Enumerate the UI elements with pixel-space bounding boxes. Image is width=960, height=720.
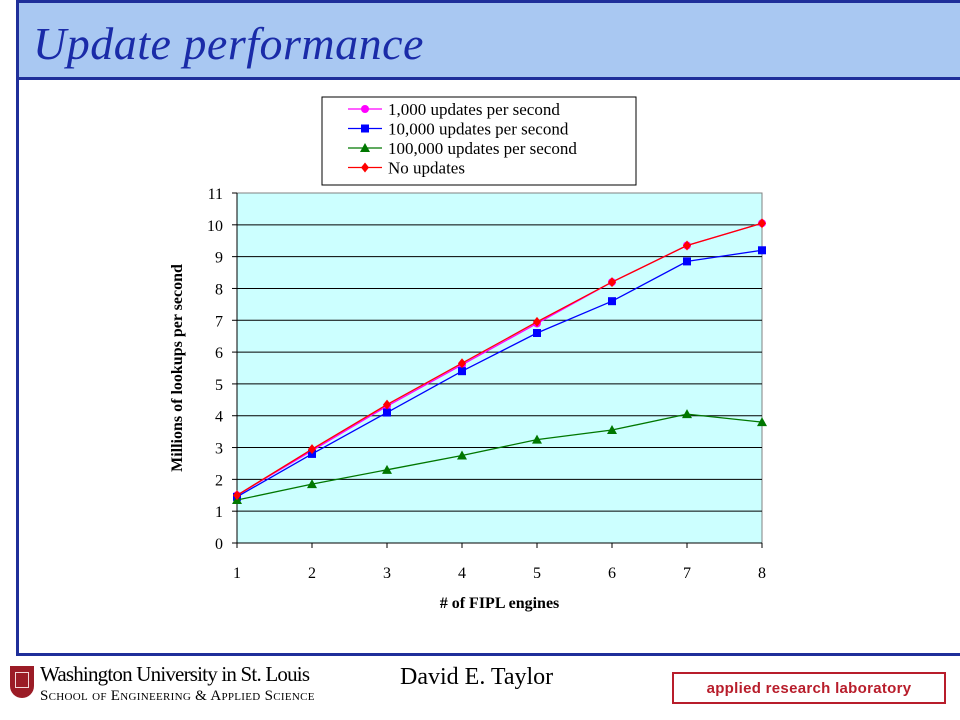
data-point-series-2 (758, 246, 766, 255)
y-axis-label: Millions of lookups per second (169, 264, 186, 472)
slide-title: Update performance (33, 18, 424, 69)
y-tick-label: 0 (215, 536, 223, 553)
legend (321, 96, 637, 186)
data-point-series-2 (608, 297, 616, 306)
y-tick-label: 10 (207, 218, 223, 235)
series-line-2 (236, 249, 763, 498)
data-point-series-3 (307, 479, 317, 489)
y-tick-label: 1 (215, 504, 223, 521)
x-tick-label: 5 (533, 565, 541, 582)
lab-badge-label: applied research laboratory (706, 679, 912, 697)
legend-label-1: 1,000 updates per second (388, 100, 560, 119)
y-tick-label: 8 (215, 281, 223, 298)
data-point-series-3 (457, 450, 467, 460)
y-tick-label: 4 (215, 409, 223, 426)
slide-frame (16, 0, 960, 656)
data-point-series-2 (383, 408, 391, 417)
x-tick-label: 2 (308, 565, 316, 582)
legend-marker-1 (361, 105, 369, 113)
y-tick-label: 7 (215, 313, 223, 330)
data-point-series-3 (682, 409, 692, 419)
y-tick-label: 11 (208, 186, 223, 203)
data-point-series-4 (308, 444, 316, 455)
data-point-series-3 (757, 417, 767, 427)
legend-label-2: 10,000 updates per second (388, 120, 569, 139)
data-point-series-2 (533, 329, 541, 337)
x-tick-label: 6 (608, 565, 616, 582)
x-tick-label: 4 (458, 565, 466, 582)
data-point-series-4 (758, 218, 766, 229)
university-logo: Washington University in St. Louis Schoo… (10, 662, 320, 712)
data-point-series-4 (458, 358, 466, 369)
legend-marker-4 (361, 162, 369, 173)
legend-label-4: No updates (388, 159, 465, 178)
university-name: Washington University in St. Louis (40, 662, 310, 686)
series-line-4 (236, 222, 763, 496)
legend-marker-3 (360, 143, 370, 152)
school-name: School of Engineering & Applied Science (40, 688, 315, 704)
data-point-series-4 (533, 316, 541, 327)
series-line-3 (236, 413, 763, 501)
data-point-series-3 (607, 425, 617, 435)
data-point-series-4 (608, 277, 616, 288)
data-point-series-3 (532, 434, 542, 444)
x-tick-label: 7 (683, 565, 691, 582)
data-point-series-3 (382, 464, 392, 474)
data-point-series-2 (683, 257, 691, 266)
data-point-series-4 (683, 240, 691, 251)
legend-marker-2 (361, 124, 369, 133)
x-tick-label: 1 (233, 565, 241, 582)
shield-icon (10, 666, 34, 698)
y-tick-label: 9 (215, 250, 223, 267)
data-point-series-2 (458, 367, 466, 376)
x-tick-label: 8 (758, 565, 766, 582)
data-point-series-4 (383, 399, 391, 410)
data-point-series-4 (233, 490, 241, 501)
legend-label-3: 100,000 updates per second (388, 139, 577, 158)
y-tick-label: 6 (215, 345, 223, 362)
x-tick-label: 3 (383, 565, 391, 582)
title-bar: Update performance (16, 0, 960, 80)
lab-badge: applied research laboratory (672, 672, 946, 704)
y-tick-label: 5 (215, 377, 223, 394)
y-tick-label: 3 (215, 441, 223, 458)
author-name: David E. Taylor (400, 664, 554, 690)
x-axis-label: # of FIPL engines (440, 595, 560, 612)
y-tick-label: 2 (215, 472, 223, 489)
